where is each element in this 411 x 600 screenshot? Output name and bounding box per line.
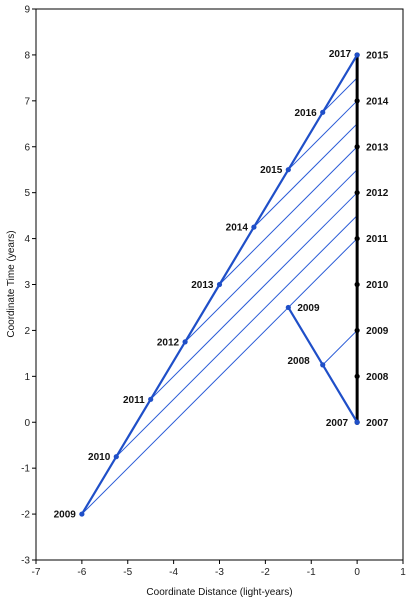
x-tick-label: -2 bbox=[261, 567, 270, 578]
stationary-point bbox=[354, 373, 360, 379]
inbound-point-label: 2012 bbox=[157, 337, 180, 348]
stationary-point-label: 2008 bbox=[366, 372, 389, 383]
inbound-point-label: 2013 bbox=[191, 280, 214, 291]
outbound-point-label: 2009 bbox=[297, 303, 320, 314]
stationary-point-label: 2009 bbox=[366, 326, 389, 337]
inbound-point-label: 2011 bbox=[123, 395, 145, 406]
inbound-point bbox=[79, 511, 85, 517]
stationary-point-label: 2015 bbox=[366, 50, 389, 61]
y-tick-label: 6 bbox=[24, 142, 30, 153]
light-signal-line bbox=[219, 146, 358, 285]
y-tick-label: 7 bbox=[24, 96, 30, 107]
stationary-point bbox=[354, 281, 360, 288]
y-tick-label: 2 bbox=[24, 326, 30, 337]
y-tick-label: 3 bbox=[24, 280, 30, 291]
axis-ticks: -7 -6 -5 -4 -3 -2 -1 0 1 -3 -2 -1 0 1 2 3 4 5 6 7 8 9 bbox=[21, 5, 406, 579]
outbound-point bbox=[320, 362, 326, 368]
outbound-point-label: 2007 bbox=[326, 418, 349, 429]
point-labels: 2007 2008 2009 2010 2011 2012 2013 2014 2015 2007… bbox=[54, 49, 389, 521]
y-tick-label: -2 bbox=[21, 510, 30, 521]
light-signal-line bbox=[150, 192, 358, 400]
inbound-point-label: 2016 bbox=[294, 108, 317, 119]
outbound-point bbox=[354, 419, 360, 425]
light-signal-line bbox=[81, 238, 358, 515]
stationary-point-label: 2007 bbox=[366, 418, 389, 429]
light-signal-line bbox=[322, 77, 358, 113]
inbound-point-label: 2010 bbox=[88, 452, 111, 463]
inbound-point-label: 2017 bbox=[329, 49, 352, 60]
inbound-point bbox=[113, 454, 119, 460]
stationary-point-label: 2012 bbox=[366, 188, 389, 199]
x-tick-label: 1 bbox=[400, 567, 406, 578]
inbound-point bbox=[285, 167, 291, 173]
series-points bbox=[79, 52, 360, 517]
y-tick-label: -1 bbox=[21, 464, 30, 475]
inbound-point bbox=[354, 52, 360, 58]
y-tick-label: 4 bbox=[24, 234, 30, 245]
stationary-point bbox=[354, 144, 360, 150]
inbound-point bbox=[182, 339, 188, 345]
light-signal-line bbox=[322, 330, 358, 366]
y-tick-label: -3 bbox=[21, 556, 30, 567]
light-signal-line bbox=[253, 123, 358, 228]
inbound-point-label: 2015 bbox=[260, 165, 283, 176]
x-axis-title: Coordinate Distance (light-years) bbox=[146, 587, 292, 598]
inbound-point bbox=[251, 224, 257, 230]
stationary-point-label: 2014 bbox=[366, 96, 389, 107]
stationary-point-label: 2013 bbox=[366, 142, 389, 153]
stationary-point-label: 2010 bbox=[366, 280, 389, 291]
x-tick-label: 0 bbox=[354, 567, 360, 578]
y-tick-label: 8 bbox=[24, 50, 30, 61]
stationary-point bbox=[354, 190, 360, 196]
outbound-point-label: 2008 bbox=[287, 356, 310, 367]
y-tick-label: 5 bbox=[24, 188, 30, 199]
y-axis-title: Coordinate Time (years) bbox=[6, 230, 17, 337]
stationary-point bbox=[354, 327, 360, 334]
x-tick-label: -7 bbox=[32, 567, 41, 578]
y-tick-label: 0 bbox=[24, 418, 30, 429]
inbound-point-label: 2014 bbox=[226, 223, 249, 234]
light-signal-line bbox=[115, 215, 358, 458]
x-tick-label: -1 bbox=[307, 567, 316, 578]
x-tick-label: -3 bbox=[215, 567, 224, 578]
inbound-point bbox=[148, 396, 154, 402]
inbound-point-label: 2009 bbox=[54, 510, 77, 521]
stationary-point bbox=[354, 98, 360, 104]
light-signals bbox=[81, 77, 358, 515]
stationary-point bbox=[354, 235, 360, 242]
light-signal-line bbox=[287, 100, 358, 171]
inbound-point bbox=[216, 281, 223, 288]
stationary-point-label: 2011 bbox=[366, 234, 388, 245]
y-tick-label: 1 bbox=[24, 372, 30, 383]
light-signal-line bbox=[184, 169, 358, 343]
outbound-point bbox=[285, 304, 291, 311]
x-tick-label: -4 bbox=[169, 567, 178, 578]
x-tick-label: -6 bbox=[77, 567, 86, 578]
x-tick-label: -5 bbox=[123, 567, 132, 578]
inbound-point bbox=[320, 109, 326, 115]
y-tick-label: 9 bbox=[24, 5, 30, 16]
